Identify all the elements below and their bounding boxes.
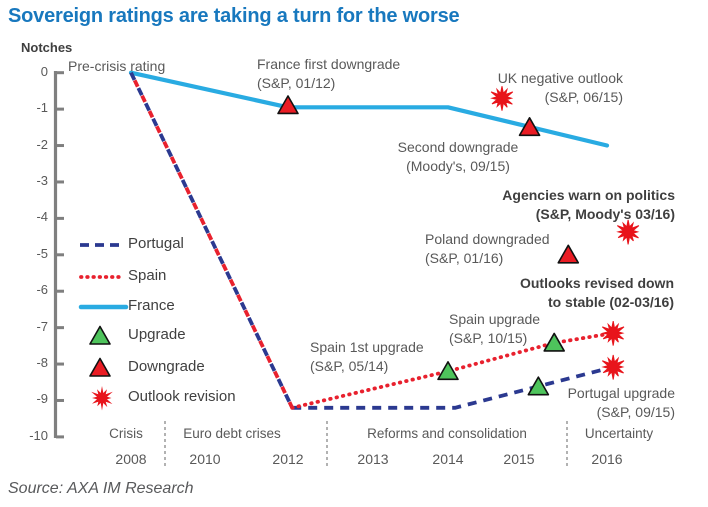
annotation-line: UK negative outlook <box>497 70 623 86</box>
annotation-line: (S&P, 10/15) <box>449 330 528 346</box>
x-axis-year-label: 2016 <box>591 451 623 467</box>
legend-swatch-downgrade <box>89 357 111 377</box>
upgrade-marker <box>543 332 566 352</box>
series-line-portugal-and-spain-overlapping <box>129 71 294 409</box>
annotation: Outlooks revised down to stable (02-03/16… <box>520 274 674 312</box>
y-axis-label: -8 <box>36 355 48 371</box>
y-axis-title: Notches <box>21 40 73 55</box>
annotation-line: Spain 1st upgrade <box>310 339 424 355</box>
annotation-line: (S&P, 01/12) <box>257 75 336 91</box>
legend-label-portugal: Portugal <box>128 235 184 252</box>
legend-label-france: France <box>128 297 175 314</box>
annotation-line: (S&P, 01/16) <box>425 250 504 266</box>
outlook-revision-marker <box>490 86 514 111</box>
downgrade-marker <box>277 95 299 115</box>
annotation-line: Outlooks revised down <box>519 275 674 291</box>
x-axis-year-label: 2014 <box>432 451 464 467</box>
y-axis-label: -1 <box>36 100 48 116</box>
y-axis-label: -3 <box>36 172 48 188</box>
x-axis-period-label: Crisis <box>109 426 143 441</box>
y-axis-label: 0 <box>40 63 48 79</box>
x-axis-year-label: 2015 <box>503 451 535 467</box>
annotation: Agencies warn on politics (S&P, Moody's 0… <box>502 186 675 224</box>
legend-label-upgrade: Upgrade <box>128 326 186 343</box>
annotation-line: (Moody's, 09/15) <box>406 158 510 174</box>
legend-swatch-upgrade <box>89 325 111 345</box>
x-axis-year-label: 2010 <box>189 451 221 467</box>
annotation-line: Agencies warn on politics <box>502 187 675 203</box>
annotation-line: (S&P, Moody's 03/16) <box>535 206 675 222</box>
y-axis-label: -7 <box>36 318 48 334</box>
annotation-line: to stable (02-03/16) <box>547 294 674 310</box>
series-line-spain <box>290 331 616 410</box>
annotation-line: Spain upgrade <box>449 311 541 327</box>
legend-label-downgrade: Downgrade <box>128 358 205 375</box>
x-axis-period-label: Uncertainty <box>584 426 654 441</box>
annotation: France first downgrade (S&P, 01/12) <box>257 55 400 93</box>
y-axis-label: -5 <box>36 245 48 261</box>
annotation: UK negative outlook (S&P, 06/15) <box>498 69 623 107</box>
upgrade-marker <box>527 376 550 396</box>
y-axis-label: -9 <box>36 391 48 407</box>
annotation: Pre-crisis rating <box>68 57 165 76</box>
downgrade-marker <box>557 244 580 264</box>
y-axis-label: -2 <box>36 136 48 152</box>
x-axis-year-label: 2012 <box>272 451 304 467</box>
legend-swatch-outlook <box>91 386 113 411</box>
annotation: Spain 1st upgrade (S&P, 05/14) <box>310 338 424 376</box>
annotation-line: (S&P, 05/14) <box>310 358 389 374</box>
chart-title: Sovereign ratings are taking a turn for … <box>8 5 460 27</box>
upgrade-marker <box>437 361 459 381</box>
legend-label-spain: Spain <box>128 267 167 284</box>
annotation-line: France first downgrade <box>257 56 401 72</box>
downgrade-marker <box>518 117 541 137</box>
y-axis-label: -4 <box>36 209 48 225</box>
legend-label-outlook-revision: Outlook revision <box>128 388 236 405</box>
annotation-line: Poland downgraded <box>425 231 550 247</box>
outlook-revision-marker <box>601 354 625 380</box>
y-axis-label: -10 <box>29 427 48 443</box>
outlook-revision-marker <box>616 219 640 245</box>
annotation: Spain upgrade (S&P, 10/15) <box>449 310 540 348</box>
annotation: Second downgrade (Moody's, 09/15) <box>398 138 519 176</box>
x-axis-period-label: Euro debt crises <box>183 426 281 441</box>
series-line-portugal-and-spain-overlapping-overlay <box>129 71 294 409</box>
x-axis-year-label: 2013 <box>357 451 389 467</box>
y-axis-label: -6 <box>36 282 48 298</box>
annotation-line: Second downgrade <box>397 139 519 155</box>
annotation: Portugal upgrade (S&P, 09/15) <box>568 384 675 422</box>
source-caption: Source: AXA IM Research <box>8 480 194 497</box>
annotation: Poland downgraded (S&P, 01/16) <box>425 230 550 268</box>
annotation-line: (S&P, 09/15) <box>596 404 675 420</box>
annotation-line: (S&P, 06/15) <box>544 89 623 105</box>
annotation-line: Portugal upgrade <box>567 385 675 401</box>
outlook-revision-marker <box>601 321 625 346</box>
x-axis-period-label: Reforms and consolidation <box>367 426 527 441</box>
series-line-portugal <box>292 365 614 410</box>
x-axis-year-label: 2008 <box>115 451 147 467</box>
annotation-line: Pre-crisis rating <box>68 58 166 74</box>
